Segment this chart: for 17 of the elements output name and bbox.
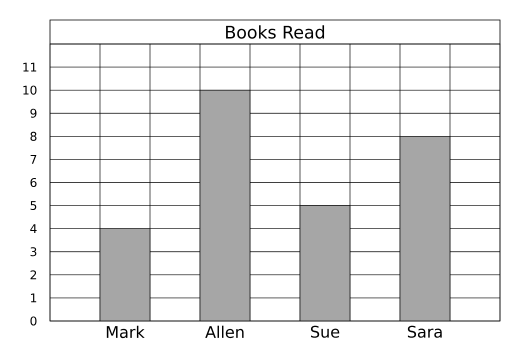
y-tick-label: 10 <box>23 86 36 95</box>
y-tick-label: 8 <box>30 132 36 141</box>
y-tick-label: 1 <box>30 294 36 302</box>
x-tick-label: Mark <box>106 326 145 338</box>
y-tick-label: 4 <box>30 224 37 234</box>
y-tick-label: 5 <box>30 201 36 210</box>
y-tick-label: 9 <box>30 108 36 118</box>
y-tick-label: 3 <box>30 247 36 256</box>
y-tick-label: 2 <box>30 270 36 280</box>
x-tick-label: Sara <box>408 326 442 338</box>
x-tick-label: Sue <box>310 326 340 338</box>
y-tick-label: 0 <box>30 316 36 326</box>
y-tick-label: 7 <box>30 155 36 164</box>
y-tick-label: 11 <box>23 62 36 72</box>
y-tick-label: 6 <box>30 178 37 188</box>
x-tick-label: Allen <box>205 326 244 338</box>
chart-title: Books Read <box>226 25 324 39</box>
